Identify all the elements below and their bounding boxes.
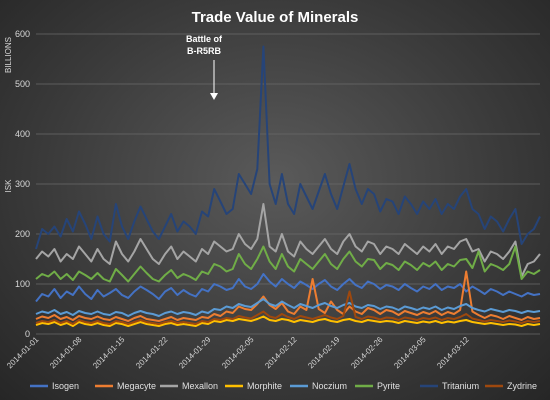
- x-tick-label: 2014-03-05: [392, 335, 428, 371]
- x-tick-labels: 2014-01-01 2014-01-08 2014-01-15 2014-01-22…: [5, 335, 471, 371]
- series-line-isogen: [35, 273, 541, 303]
- y-tick-label: 100: [15, 279, 30, 289]
- x-tick-label: 2014-02-05: [220, 335, 256, 371]
- y-tick-label: 500: [15, 79, 30, 89]
- legend-label-morphite: Morphite: [247, 381, 282, 391]
- legend-label-noczium: Noczium: [312, 381, 347, 391]
- series-line-noczium: [35, 298, 541, 317]
- legend-label-isogen: Isogen: [52, 381, 79, 391]
- y-axis-label: ISK: [4, 179, 13, 193]
- y-tick-label: 300: [15, 179, 30, 189]
- series-line-mexallon: [35, 203, 541, 278]
- x-tick-label: 2014-02-19: [306, 335, 342, 371]
- y-tick-label: 600: [15, 29, 30, 39]
- annotation-line-2: B-R5RB: [187, 46, 222, 56]
- legend-label-pyrite: Pyrite: [377, 381, 400, 391]
- x-tick-label: 2014-01-22: [134, 335, 170, 371]
- y-tick-label: 0: [25, 329, 30, 339]
- annotation-arrowhead: [210, 93, 218, 100]
- annotation-line-1: Battle of: [186, 34, 223, 44]
- x-tick-label: 2014-02-26: [349, 335, 385, 371]
- series-line-megacyte: [35, 270, 541, 322]
- series-lines: [35, 45, 541, 327]
- legend-label-megacyte: Megacyte: [117, 381, 156, 391]
- x-tick-label: 2014-02-12: [263, 335, 299, 371]
- series-line-zydrine: [35, 290, 541, 325]
- legend-label-tritanium: Tritanium: [442, 381, 479, 391]
- x-tick-label: 2014-01-29: [177, 335, 213, 371]
- annotation: Battle of B-R5RB: [186, 34, 223, 100]
- series-line-morphite: [35, 315, 541, 327]
- x-tick-label: 2014-01-15: [91, 335, 127, 371]
- x-tick-label: 2014-01-08: [48, 335, 84, 371]
- x-tick-label: 2014-03-12: [435, 335, 471, 371]
- y-tick-label: 400: [15, 129, 30, 139]
- series-line-tritanium: [35, 45, 541, 250]
- grid: [36, 33, 540, 335]
- legend: Isogen Megacyte Mexallon Morphite Noczium Pyr…: [30, 381, 537, 391]
- y-tick-labels: 0 100 200 300 400 500 600: [15, 29, 30, 339]
- x-tick-label: 2014-01-01: [5, 335, 41, 371]
- legend-label-zydrine: Zydrine: [507, 381, 537, 391]
- y-axis-unit: BILLIONS: [4, 37, 13, 73]
- y-tick-label: 200: [15, 229, 30, 239]
- legend-label-mexallon: Mexallon: [182, 381, 218, 391]
- chart-title: Trade Value of Minerals: [192, 9, 359, 26]
- series-line-pyrite: [35, 245, 541, 283]
